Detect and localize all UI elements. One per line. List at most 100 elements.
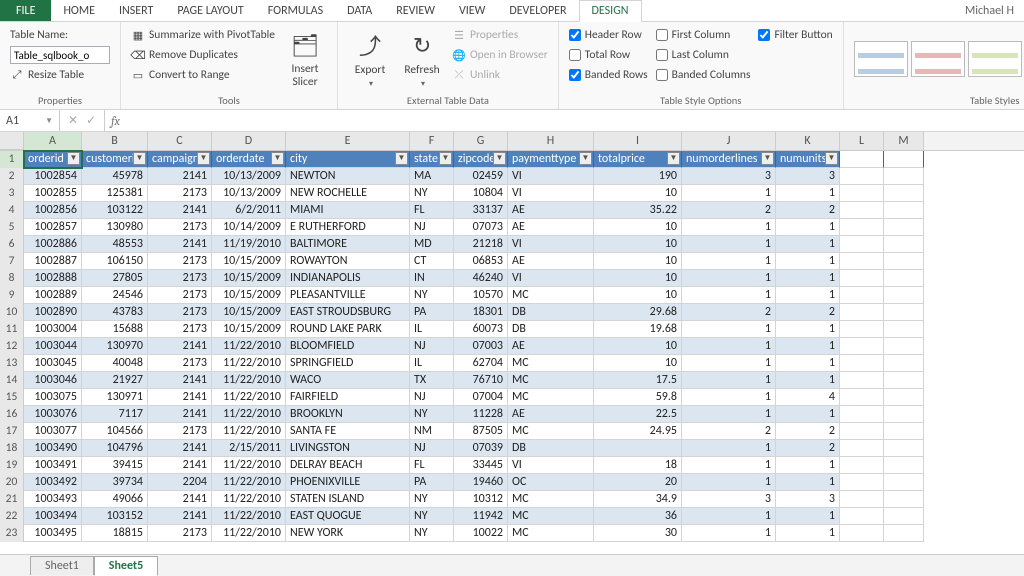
cell[interactable]: 11/22/2010 [212,389,286,406]
row-number[interactable]: 21 [0,491,24,508]
cell[interactable]: 39734 [82,474,148,491]
cell[interactable]: 1 [776,406,840,423]
cell[interactable]: 1003490 [24,440,82,457]
empty-cell[interactable] [840,525,884,542]
cell[interactable]: 1 [682,355,776,372]
chk-first-col[interactable]: First Column [656,26,751,44]
cell[interactable]: VI [508,168,594,185]
col-header[interactable]: D [212,132,286,150]
col-header[interactable]: M [884,132,924,150]
cell[interactable]: 06853 [454,253,508,270]
cell[interactable]: 10570 [454,287,508,304]
filter-dropdown-icon[interactable]: ▼ [579,152,592,165]
cell[interactable]: 19460 [454,474,508,491]
cell[interactable]: 104796 [82,440,148,457]
empty-cell[interactable] [840,423,884,440]
cell[interactable]: 21927 [82,372,148,389]
cell[interactable]: 1 [682,321,776,338]
cell[interactable]: 1003045 [24,355,82,372]
filter-dropdown-icon[interactable]: ▼ [761,152,774,165]
table-header-cell[interactable]: numunits▼ [776,151,840,168]
cell[interactable]: 10/15/2009 [212,253,286,270]
empty-cell[interactable] [840,321,884,338]
chk-first-col-box[interactable] [656,29,668,41]
cell[interactable]: 2141 [148,491,212,508]
cell[interactable]: 2173 [148,253,212,270]
row-number[interactable]: 9 [0,287,24,304]
cell[interactable]: IN [410,270,454,287]
cell[interactable]: 2141 [148,440,212,457]
col-header[interactable]: J [682,132,776,150]
cell[interactable]: 1 [682,287,776,304]
cell[interactable]: 2141 [148,338,212,355]
empty-cell[interactable] [840,389,884,406]
empty-cell[interactable] [884,287,924,304]
cell[interactable]: 1003004 [24,321,82,338]
empty-cell[interactable] [840,168,884,185]
empty-cell[interactable] [884,355,924,372]
col-header[interactable]: C [148,132,212,150]
cell[interactable]: 11/22/2010 [212,372,286,389]
cell[interactable]: 2173 [148,185,212,202]
cell[interactable]: 10/15/2009 [212,304,286,321]
cell[interactable]: MC [508,491,594,508]
cell[interactable]: 1 [682,253,776,270]
row-number[interactable]: 1 [0,151,24,168]
cell[interactable]: 2141 [148,406,212,423]
empty-cell[interactable] [884,219,924,236]
cell[interactable]: 3 [682,168,776,185]
empty-cell[interactable] [884,423,924,440]
empty-cell[interactable] [884,457,924,474]
empty-cell[interactable] [884,508,924,525]
cell[interactable]: 103122 [82,202,148,219]
cell[interactable]: 10/15/2009 [212,270,286,287]
empty-cell[interactable] [840,406,884,423]
cell[interactable]: 10 [594,287,682,304]
cell[interactable]: 07004 [454,389,508,406]
cell[interactable]: 1 [682,406,776,423]
row-number[interactable]: 20 [0,474,24,491]
cell[interactable]: 2141 [148,389,212,406]
cell[interactable]: IL [410,355,454,372]
cell[interactable]: 11/19/2010 [212,236,286,253]
cell[interactable]: 02459 [454,168,508,185]
cell[interactable]: NJ [410,440,454,457]
filter-dropdown-icon[interactable]: ▼ [825,152,838,165]
cell[interactable]: 10/15/2009 [212,287,286,304]
cell[interactable]: MA [410,168,454,185]
cell[interactable]: 10/14/2009 [212,219,286,236]
cell[interactable]: 1 [776,338,840,355]
cell[interactable]: 1002854 [24,168,82,185]
cell[interactable]: DELRAY BEACH [286,457,410,474]
chk-banded-rows[interactable]: Banded Rows [569,66,648,84]
empty-cell[interactable] [840,474,884,491]
filter-dropdown-icon[interactable]: ▼ [439,152,452,165]
cell[interactable]: 2173 [148,304,212,321]
cell[interactable]: 24546 [82,287,148,304]
empty-cell[interactable] [884,440,924,457]
empty-cell[interactable] [840,185,884,202]
cell[interactable]: LIVINGSTON [286,440,410,457]
name-box[interactable]: A1▼ [0,110,60,131]
cell[interactable]: 1 [776,355,840,372]
cell[interactable]: NY [410,508,454,525]
cell[interactable]: FL [410,457,454,474]
row-number[interactable]: 13 [0,355,24,372]
convert-range-button[interactable]: ▭Convert to Range [131,66,275,84]
cell[interactable]: 30 [594,525,682,542]
cell[interactable]: 22.5 [594,406,682,423]
table-header-cell[interactable]: city▼ [286,151,410,168]
col-header[interactable]: H [508,132,594,150]
chk-total-row[interactable]: Total Row [569,46,648,64]
cell[interactable]: 1 [776,372,840,389]
empty-cell[interactable] [840,440,884,457]
chk-filter-button[interactable]: Filter Button [758,26,832,44]
cell[interactable]: 48553 [82,236,148,253]
cell[interactable]: DB [508,304,594,321]
cell[interactable]: 1 [682,219,776,236]
cell[interactable]: 24.95 [594,423,682,440]
empty-cell[interactable] [840,372,884,389]
cell[interactable]: 10 [594,236,682,253]
cell[interactable]: 2 [776,202,840,219]
cell[interactable]: 11/22/2010 [212,423,286,440]
